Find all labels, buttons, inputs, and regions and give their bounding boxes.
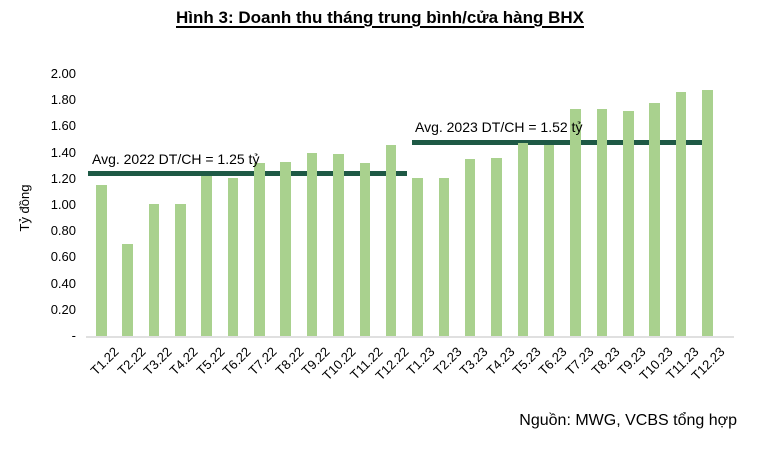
avg-2023-label: Avg. 2023 DT/CH = 1.52 tỷ [415,119,583,136]
x-tick-label: T2.23 [430,344,465,379]
y-tick-label: 1.00 [50,197,76,212]
avg-2022-line [88,171,407,177]
bar-T1.23 [412,177,423,336]
x-tick-label: T3.23 [456,344,491,379]
bar-T5.23 [517,143,529,336]
y-tick-label: 0.80 [50,223,76,239]
y-tick-label: 0.20 [50,301,76,317]
bar-T9.22 [306,152,318,336]
bar-T12.22 [385,144,397,336]
bar-T10.22 [333,153,344,336]
bar-T6.22 [227,177,239,336]
avg-2023-line [412,139,705,145]
bar-T4.23 [491,157,502,336]
x-tick-label: T8.23 [588,344,623,379]
bar-T1.22 [96,185,107,336]
bar-T2.23 [438,177,450,336]
bar-T4.22 [175,203,186,336]
x-tick-label: T5.22 [193,344,228,379]
plot-area: Tỷ đồng 2.00 1.80 1.60 1.40 1.20 1.00 0.80 0.60… [17,66,734,383]
x-tick-label: T6.22 [219,344,254,379]
y-tick-label: 2.00 [50,66,76,81]
y-tick-label: 1.60 [50,118,76,134]
bar-T8.23 [596,109,608,336]
x-tick-label: T4.23 [482,344,518,379]
y-tick-label: 1.40 [50,144,76,160]
bar-T2.22 [122,244,133,336]
x-tick-label: T5.23 [509,344,544,379]
x-tick-label: T4.22 [166,344,201,379]
x-tick-label: T7.23 [562,344,597,379]
x-tick-label: T6.23 [535,344,570,379]
bar-T11.23 [675,92,687,336]
bar-T3.22 [148,203,160,336]
source-note: Nguồn: MWG, VCBS tổng hợp [519,412,737,429]
bar-T5.22 [201,176,212,336]
x-tick-label: T2.22 [114,344,149,379]
chart-title: Hình 3: Doanh thu tháng trung bình/cửa h… [176,8,584,27]
bar-T11.22 [359,163,370,336]
avg-2022-label: Avg. 2022 DT/CH = 1.25 tỷ [92,150,260,167]
x-tick-label: T8.22 [272,344,307,379]
bar-T10.23 [649,102,660,336]
y-tick-label: 1.20 [50,170,76,186]
bar-T6.23 [543,144,555,336]
bar-T7.23 [570,109,581,336]
bar-T12.23 [702,89,713,336]
x-tick-label: T1.22 [87,344,122,379]
y-tick-label: - [71,328,76,343]
x-tick-label: T1.23 [403,344,439,379]
y-tick-label: 0.40 [50,275,76,291]
bar-T9.23 [623,110,634,336]
bar-T3.23 [464,159,476,336]
x-tick-label: T7.22 [245,344,280,379]
bar-T8.22 [280,161,291,336]
y-tick-label: 1.80 [50,92,76,108]
x-tick-label: T3.22 [140,344,175,379]
bar-T7.22 [254,163,265,336]
y-tick-label: 0.60 [50,249,76,265]
